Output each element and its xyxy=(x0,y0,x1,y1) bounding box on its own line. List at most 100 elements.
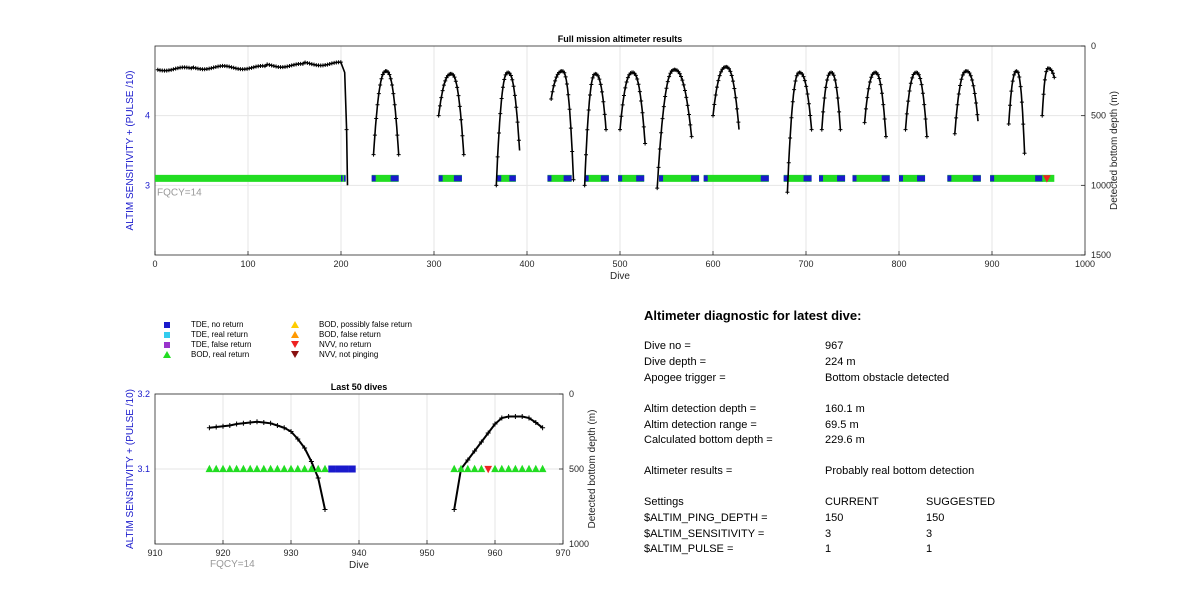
depth-marker xyxy=(274,423,280,428)
sensitivity-run-end xyxy=(563,175,572,182)
diag-value: 967 xyxy=(825,340,844,352)
depth-marker xyxy=(583,152,588,157)
depth-marker xyxy=(285,64,290,69)
chart-title: Last 50 dives xyxy=(331,382,388,392)
depth-marker xyxy=(300,61,305,66)
depth-marker xyxy=(624,79,629,84)
depth-marker xyxy=(639,99,644,104)
depth-marker xyxy=(619,114,624,119)
depth-marker xyxy=(499,415,505,421)
depth-marker xyxy=(394,116,399,121)
depth-marker xyxy=(1006,122,1011,127)
depth-marker xyxy=(582,183,587,188)
y-right-tick-label: 500 xyxy=(569,464,584,474)
legend-label: BOD, real return xyxy=(191,350,250,359)
depth-marker xyxy=(862,120,867,125)
depth-marker xyxy=(213,64,218,69)
setting-label: $ALTIM_PING_DEPTH = xyxy=(644,512,768,524)
diag-label: Apogee trigger = xyxy=(644,372,726,384)
depth-marker xyxy=(322,507,328,512)
depth-marker xyxy=(916,72,921,77)
depth-marker xyxy=(478,439,484,445)
depth-marker xyxy=(906,99,911,104)
depth-marker xyxy=(396,152,401,157)
depth-marker xyxy=(679,74,684,79)
legend-item-tde-real-return: TDE, real return xyxy=(164,330,248,339)
depth-marker xyxy=(220,423,226,429)
depth-marker xyxy=(975,112,980,117)
sensitivity-marker xyxy=(504,464,513,473)
depth-marker xyxy=(374,116,379,121)
depth-marker xyxy=(804,84,809,89)
sensitivity-run xyxy=(155,174,341,182)
legend-item-tde-false-return: TDE, false return xyxy=(164,340,251,349)
depth-marker xyxy=(794,73,799,78)
depth-marker xyxy=(903,127,908,132)
depth-marker xyxy=(677,71,682,76)
depth-marker xyxy=(663,94,668,99)
depth-marker xyxy=(802,78,807,83)
depth-marker xyxy=(514,105,519,110)
y-left-tick-label: 3.1 xyxy=(137,464,150,474)
depth-marker xyxy=(269,63,274,68)
depth-marker xyxy=(526,415,532,421)
depth-marker xyxy=(247,420,253,425)
y-right-tick-label: 0 xyxy=(569,389,574,399)
sensitivity-marker xyxy=(205,464,214,473)
legend-item-nvv-not-pinging: NVV, not pinging xyxy=(291,350,378,359)
sensitivity-run-start xyxy=(899,175,903,182)
depth-marker xyxy=(191,65,196,70)
depth-marker xyxy=(625,75,630,80)
setting-current: 1 xyxy=(825,543,832,555)
sensitivity-marker xyxy=(273,464,282,473)
diag-label: Dive depth = xyxy=(644,356,707,368)
depth-marker xyxy=(878,82,883,87)
depth-marker xyxy=(712,102,717,107)
x-tick-label: 200 xyxy=(333,259,348,269)
depth-marker xyxy=(453,79,458,84)
sensitivity-run-start xyxy=(547,175,552,182)
depth-marker xyxy=(643,141,648,146)
bottom-depth-trace xyxy=(1041,67,1056,116)
bottom-depth-trace xyxy=(821,71,842,130)
depth-marker xyxy=(437,103,442,108)
depth-marker xyxy=(788,136,793,141)
depth-marker xyxy=(456,93,461,98)
sensitivity-marker xyxy=(525,464,533,473)
depth-marker xyxy=(659,130,664,135)
depth-marker xyxy=(169,67,174,72)
sensitivity-marker xyxy=(287,464,295,473)
full-mission-chart: 0 100 200 300 400 500 600 700 800 900 1000 3 4 0 500 10… xyxy=(125,34,1120,282)
bottom-depth-trace xyxy=(712,66,740,130)
depth-marker xyxy=(882,116,887,121)
sensitivity-run-start xyxy=(947,175,952,182)
sensitivity-marker xyxy=(457,464,465,473)
depth-marker xyxy=(633,73,638,78)
sensitivity-run-start xyxy=(371,175,376,182)
depth-marker xyxy=(635,76,640,81)
depth-marker xyxy=(379,76,384,81)
depth-marker xyxy=(1018,84,1023,89)
sensitivity-run-end xyxy=(453,175,462,182)
depth-marker xyxy=(602,112,607,117)
y-left-tick-label: 3 xyxy=(145,180,150,190)
legend-marker xyxy=(291,341,299,348)
depth-marker xyxy=(621,93,626,98)
depth-marker xyxy=(825,77,830,82)
depth-marker xyxy=(567,107,572,112)
depth-marker xyxy=(460,133,465,138)
depth-marker xyxy=(240,420,246,426)
sensitivity-run-start xyxy=(783,175,788,182)
legend-marker xyxy=(164,331,170,338)
depth-marker xyxy=(388,76,393,81)
depth-marker xyxy=(686,112,691,117)
depth-marker xyxy=(540,425,546,431)
sensitivity-run-end xyxy=(881,175,890,182)
depth-marker xyxy=(512,93,517,98)
depth-marker xyxy=(1042,77,1047,82)
sensitivity-marker xyxy=(321,464,329,473)
legend-item-bod-possibly-false: BOD, possibly false return xyxy=(291,320,412,329)
depth-marker xyxy=(821,109,826,114)
depth-marker xyxy=(372,133,377,138)
depth-marker xyxy=(570,149,575,154)
